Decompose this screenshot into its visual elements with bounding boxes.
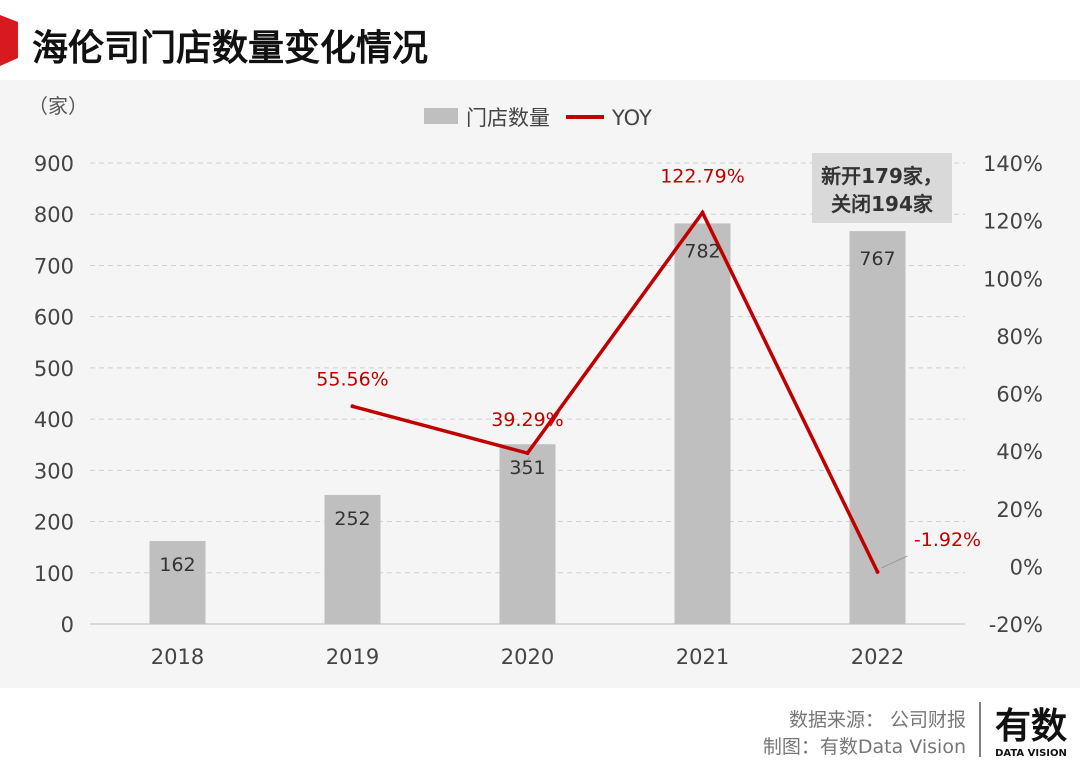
bar-label: 162 [159, 554, 195, 576]
left-tick-label: 600 [34, 306, 74, 330]
left-axis-unit: （家） [28, 94, 88, 118]
right-tick-label: 40% [996, 440, 1043, 464]
x-tick-label: 2019 [326, 645, 379, 669]
right-tick-label: 120% [983, 210, 1043, 234]
left-tick-label: 700 [34, 254, 74, 278]
bar-label: 782 [684, 240, 720, 262]
bar-2020 [499, 444, 556, 624]
yoy-point [350, 404, 355, 409]
yoy-line [352, 209, 880, 573]
yoy-point [700, 210, 705, 215]
left-tick-label: 300 [34, 459, 74, 483]
legend-line-label: YOY [611, 106, 652, 130]
left-tick-label: 500 [34, 357, 74, 381]
right-tick-label: 140% [983, 152, 1043, 176]
right-tick-label: 100% [983, 267, 1043, 291]
source-text: 数据来源： 公司财报 [789, 709, 966, 731]
legend-bar-label: 门店数量 [466, 106, 550, 130]
leader-line [881, 555, 908, 569]
legend: 门店数量 YOY [424, 106, 652, 130]
bar-2019 [324, 494, 381, 624]
maker-text: 制图：有数Data Vision [763, 736, 966, 758]
x-tick-label: 2018 [151, 645, 204, 669]
bar-label: 767 [859, 248, 895, 270]
title-accent-mark [0, 15, 18, 66]
yoy-label: 55.56% [316, 368, 388, 390]
left-tick-label: 100 [34, 562, 74, 586]
annotation-line1: 新开179家， [821, 164, 943, 188]
left-tick-label: 800 [34, 203, 74, 227]
left-tick-label: 900 [34, 152, 74, 176]
yoy-point [875, 569, 880, 574]
bar-label: 252 [334, 508, 370, 530]
logo-subtitle: DATA VISION [995, 748, 1067, 759]
bar-label: 351 [509, 457, 545, 479]
left-tick-label: 200 [34, 511, 74, 535]
left-tick-label: 0 [61, 613, 74, 637]
bar-2022 [849, 231, 906, 624]
x-tick-label: 2021 [676, 645, 729, 669]
yoy-label: 122.79% [660, 166, 745, 188]
chart-title: 海伦司门店数量变化情况 [32, 27, 428, 69]
leader-line [519, 456, 530, 474]
left-tick-label: 400 [34, 408, 74, 432]
annotation-line2: 关闭194家 [831, 192, 934, 216]
legend-bar-swatch [424, 108, 458, 124]
yoy-label: 39.29% [491, 409, 563, 431]
yoy-label: -1.92% [914, 529, 981, 551]
bar-2018 [149, 541, 206, 624]
right-tick-label: -20% [989, 613, 1043, 637]
yoy-point [525, 451, 530, 456]
x-tick-label: 2022 [851, 645, 904, 669]
right-tick-label: 80% [996, 325, 1043, 349]
right-tick-label: 20% [996, 498, 1043, 522]
right-tick-label: 60% [996, 383, 1043, 407]
logo: 有数 [995, 706, 1067, 747]
x-tick-label: 2020 [501, 645, 554, 669]
bar-2021 [674, 223, 731, 625]
annotation-box: 新开179家， 关闭194家 [812, 153, 952, 223]
right-tick-label: 0% [1010, 555, 1043, 579]
